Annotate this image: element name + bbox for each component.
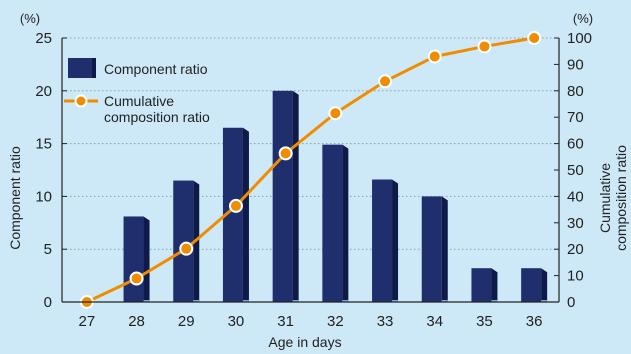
bar-side xyxy=(342,144,349,302)
line-marker xyxy=(278,146,293,161)
legend: Component ratio Cumulative composition r… xyxy=(64,58,210,125)
y2-tick-label: 70 xyxy=(567,109,584,126)
legend-label-cumulative-line2: composition ratio xyxy=(104,109,210,125)
bar xyxy=(471,268,492,302)
y-unit-label: (%) xyxy=(20,11,40,26)
bar-side xyxy=(491,268,498,302)
bar-side xyxy=(392,179,399,302)
line-marker xyxy=(228,198,243,213)
line-marker xyxy=(527,31,542,45)
axes: 0 5 10 15 20 25 0 10 20 30 40 50 60 70 80 90 100 27 28 29 30… xyxy=(35,30,592,330)
y2-tick-label: 60 xyxy=(567,136,584,153)
bar-side xyxy=(143,216,150,302)
y2-tick-label: 0 xyxy=(567,294,575,311)
legend-label-component: Component ratio xyxy=(104,61,208,77)
y2-tick-label: 30 xyxy=(567,215,584,232)
bar-series xyxy=(123,90,548,302)
y2-tick-label: 20 xyxy=(567,241,584,258)
y2-tick-label: 40 xyxy=(567,188,584,205)
y2-unit-label: (%) xyxy=(573,11,593,26)
cumulative-line xyxy=(86,36,535,304)
x-tick-label: 28 xyxy=(128,313,145,330)
y2-tick-label: 90 xyxy=(567,56,584,73)
bar xyxy=(421,196,442,302)
y-tick-label: 20 xyxy=(35,83,52,100)
y2-tick-label: 80 xyxy=(567,83,584,100)
y-tick-label: 15 xyxy=(35,136,52,153)
y2-tick-label: 10 xyxy=(567,268,584,285)
line-marker xyxy=(328,106,343,121)
bar xyxy=(272,90,293,302)
line-marker xyxy=(129,271,144,286)
line-series xyxy=(79,31,542,309)
legend-label-cumulative-line1: Cumulative xyxy=(104,93,174,109)
y2-tick-label: 100 xyxy=(567,30,592,47)
bar xyxy=(322,144,343,302)
legend-bar-swatch xyxy=(68,58,92,78)
x-tick-label: 35 xyxy=(476,313,493,330)
x-tick-label: 33 xyxy=(377,313,394,330)
bar xyxy=(123,216,144,302)
y-tick-label: 0 xyxy=(44,294,52,311)
y-tick-label: 10 xyxy=(35,188,52,205)
y2-axis-title: Cumulative composition ratio xyxy=(597,145,629,251)
y2-tick-label: 50 xyxy=(567,162,584,179)
y2-axis-title-line2: composition ratio xyxy=(613,145,629,251)
line-marker xyxy=(477,39,492,54)
bar-side xyxy=(441,196,448,302)
legend-bar-swatch-side xyxy=(92,58,96,78)
x-tick-label: 27 xyxy=(79,313,96,330)
gridlines xyxy=(62,37,559,250)
line-marker xyxy=(378,74,393,89)
x-tick-label: 30 xyxy=(228,313,245,330)
y-tick-label: 5 xyxy=(44,241,52,258)
legend-marker-swatch xyxy=(74,94,88,108)
bar-side xyxy=(541,268,548,302)
line-marker xyxy=(179,241,194,256)
bar xyxy=(372,179,393,302)
line-marker xyxy=(427,49,442,64)
x-tick-label: 34 xyxy=(426,313,443,330)
y-tick-label: 25 xyxy=(35,30,52,47)
bar xyxy=(173,180,194,302)
x-tick-label: 36 xyxy=(526,313,543,330)
bar-side xyxy=(242,127,249,302)
x-tick-label: 32 xyxy=(327,313,344,330)
y-axis-title: Component ratio xyxy=(7,146,23,250)
bar-side xyxy=(292,90,299,302)
x-axis-title: Age in days xyxy=(268,334,341,350)
x-tick-label: 29 xyxy=(178,313,195,330)
bar xyxy=(521,268,542,302)
y2-axis-title-line1: Cumulative xyxy=(597,163,613,233)
bar xyxy=(222,127,243,302)
x-tick-label: 31 xyxy=(277,313,294,330)
